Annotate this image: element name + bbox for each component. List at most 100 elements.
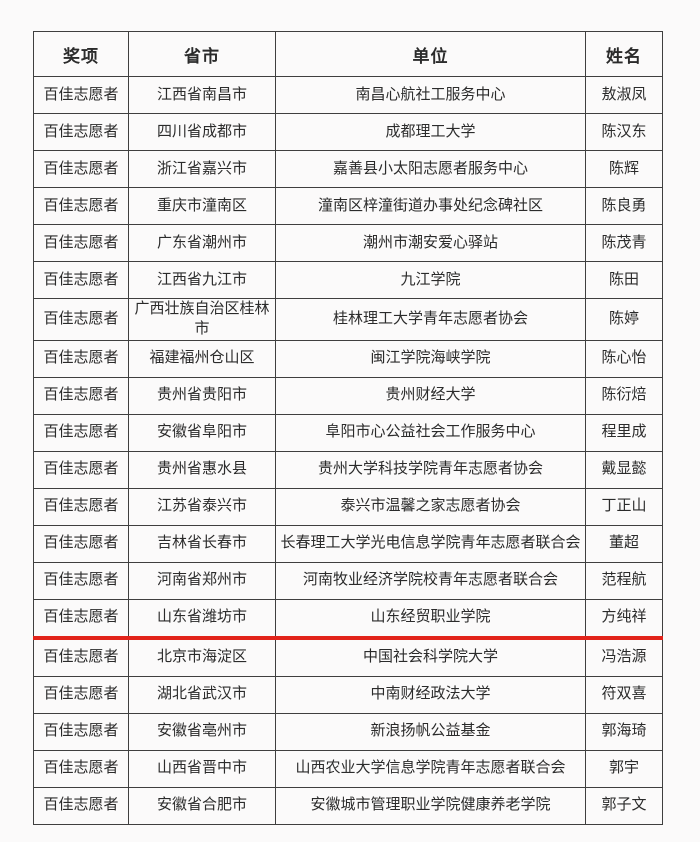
cell-award: 百佳志愿者 <box>33 561 129 600</box>
cell-award: 百佳志愿者 <box>33 76 129 114</box>
cell-name: 冯浩源 <box>585 637 663 677</box>
table-row: 百佳志愿者 山东省潍坊市 山东经贸职业学院 方纯祥 <box>33 598 663 640</box>
cell-region: 山西省晋中市 <box>128 749 276 788</box>
cell-organization: 安徽城市管理职业学院健康养老学院 <box>275 786 586 825</box>
cell-name: 郭子文 <box>585 786 663 825</box>
table-row: 百佳志愿者 广东省潮州市 潮州市潮安爱心驿站 陈茂青 <box>33 224 663 262</box>
cell-region: 福建福州仓山区 <box>128 339 276 378</box>
table-row: 百佳志愿者 安徽省合肥市 安徽城市管理职业学院健康养老学院 郭子文 <box>33 786 663 825</box>
cell-region: 河南省郑州市 <box>128 561 276 600</box>
table-row: 百佳志愿者 广西壮族自治区桂林市 桂林理工大学青年志愿者协会 陈婷 <box>33 298 663 341</box>
cell-name: 陈婷 <box>585 298 663 341</box>
cell-region: 吉林省长春市 <box>128 524 276 563</box>
table-row: 百佳志愿者 江西省九江市 九江学院 陈田 <box>33 261 663 299</box>
cell-name: 陈衍焙 <box>585 376 663 415</box>
table-row: 百佳志愿者 安徽省亳州市 新浪扬帆公益基金 郭海琦 <box>33 712 663 751</box>
cell-region: 四川省成都市 <box>128 113 276 151</box>
cell-organization: 九江学院 <box>275 261 586 299</box>
cell-name: 方纯祥 <box>585 598 663 640</box>
cell-organization: 山西农业大学信息学院青年志愿者联合会 <box>275 749 586 788</box>
cell-organization: 新浪扬帆公益基金 <box>275 712 586 751</box>
cell-award: 百佳志愿者 <box>33 413 129 452</box>
cell-name: 敖淑凤 <box>585 76 663 114</box>
table-row: 百佳志愿者 江西省南昌市 南昌心航社工服务中心 敖淑凤 <box>33 76 663 114</box>
cell-award: 百佳志愿者 <box>33 637 129 677</box>
cell-region: 山东省潍坊市 <box>128 598 276 640</box>
table-row: 百佳志愿者 贵州省贵阳市 贵州财经大学 陈衍焙 <box>33 376 663 415</box>
cell-region: 江苏省泰兴市 <box>128 487 276 526</box>
cell-award: 百佳志愿者 <box>33 487 129 526</box>
cell-organization: 贵州财经大学 <box>275 376 586 415</box>
cell-region: 北京市海淀区 <box>128 637 276 677</box>
cell-region: 贵州省惠水县 <box>128 450 276 489</box>
cell-organization: 中国社会科学院大学 <box>275 637 586 677</box>
cell-region: 广东省潮州市 <box>128 224 276 262</box>
table-row: 百佳志愿者 北京市海淀区 中国社会科学院大学 冯浩源 <box>33 637 663 677</box>
cell-award: 百佳志愿者 <box>33 786 129 825</box>
cell-organization: 潼南区梓潼街道办事处纪念碑社区 <box>275 187 586 225</box>
cell-organization: 成都理工大学 <box>275 113 586 151</box>
cell-name: 郭宇 <box>585 749 663 788</box>
cell-award: 百佳志愿者 <box>33 298 129 341</box>
table-row: 百佳志愿者 福建福州仓山区 闽江学院海峡学院 陈心怡 <box>33 339 663 378</box>
volunteer-awards-table: 奖项 省市 单位 姓名 百佳志愿者 江西省南昌市 南昌心航社工服务中心 敖淑凤 … <box>33 31 663 825</box>
table-body: 百佳志愿者 江西省南昌市 南昌心航社工服务中心 敖淑凤 百佳志愿者 四川省成都市… <box>33 76 663 825</box>
cell-name: 陈汉东 <box>585 113 663 151</box>
cell-region: 贵州省贵阳市 <box>128 376 276 415</box>
cell-name: 陈辉 <box>585 150 663 188</box>
cell-region: 江西省九江市 <box>128 261 276 299</box>
cell-organization: 长春理工大学光电信息学院青年志愿者联合会 <box>275 524 586 563</box>
table-row: 百佳志愿者 湖北省武汉市 中南财经政法大学 符双喜 <box>33 675 663 714</box>
table-row: 百佳志愿者 山西省晋中市 山西农业大学信息学院青年志愿者联合会 郭宇 <box>33 749 663 788</box>
cell-award: 百佳志愿者 <box>33 150 129 188</box>
cell-name: 戴显懿 <box>585 450 663 489</box>
cell-name: 范程航 <box>585 561 663 600</box>
cell-name: 程里成 <box>585 413 663 452</box>
cell-region: 安徽省亳州市 <box>128 712 276 751</box>
cell-organization: 南昌心航社工服务中心 <box>275 76 586 114</box>
cell-region: 湖北省武汉市 <box>128 675 276 714</box>
cell-region: 重庆市潼南区 <box>128 187 276 225</box>
cell-organization: 闽江学院海峡学院 <box>275 339 586 378</box>
cell-award: 百佳志愿者 <box>33 749 129 788</box>
cell-name: 符双喜 <box>585 675 663 714</box>
column-header-organization: 单位 <box>275 31 586 77</box>
cell-award: 百佳志愿者 <box>33 261 129 299</box>
table-row: 百佳志愿者 江苏省泰兴市 泰兴市温馨之家志愿者协会 丁正山 <box>33 487 663 526</box>
table-header: 奖项 省市 单位 姓名 <box>33 31 663 77</box>
cell-organization: 河南牧业经济学院校青年志愿者联合会 <box>275 561 586 600</box>
table-row: 百佳志愿者 河南省郑州市 河南牧业经济学院校青年志愿者联合会 范程航 <box>33 561 663 600</box>
cell-award: 百佳志愿者 <box>33 339 129 378</box>
table-row: 百佳志愿者 浙江省嘉兴市 嘉善县小太阳志愿者服务中心 陈辉 <box>33 150 663 188</box>
cell-region: 安徽省合肥市 <box>128 786 276 825</box>
column-header-name: 姓名 <box>585 31 663 77</box>
cell-organization: 桂林理工大学青年志愿者协会 <box>275 298 586 341</box>
table-row: 百佳志愿者 贵州省惠水县 贵州大学科技学院青年志愿者协会 戴显懿 <box>33 450 663 489</box>
cell-organization: 山东经贸职业学院 <box>275 598 586 640</box>
cell-organization: 泰兴市温馨之家志愿者协会 <box>275 487 586 526</box>
cell-award: 百佳志愿者 <box>33 450 129 489</box>
table-row: 百佳志愿者 安徽省阜阳市 阜阳市心公益社会工作服务中心 程里成 <box>33 413 663 452</box>
cell-award: 百佳志愿者 <box>33 187 129 225</box>
column-header-award: 奖项 <box>33 31 129 77</box>
table-row: 百佳志愿者 四川省成都市 成都理工大学 陈汉东 <box>33 113 663 151</box>
cell-organization: 嘉善县小太阳志愿者服务中心 <box>275 150 586 188</box>
header-row: 奖项 省市 单位 姓名 <box>33 31 663 77</box>
cell-organization: 阜阳市心公益社会工作服务中心 <box>275 413 586 452</box>
table-row: 百佳志愿者 重庆市潼南区 潼南区梓潼街道办事处纪念碑社区 陈良勇 <box>33 187 663 225</box>
cell-name: 陈良勇 <box>585 187 663 225</box>
cell-name: 陈田 <box>585 261 663 299</box>
cell-name: 陈心怡 <box>585 339 663 378</box>
cell-organization: 潮州市潮安爱心驿站 <box>275 224 586 262</box>
cell-region: 江西省南昌市 <box>128 76 276 114</box>
cell-name: 郭海琦 <box>585 712 663 751</box>
cell-award: 百佳志愿者 <box>33 224 129 262</box>
cell-region: 广西壮族自治区桂林市 <box>128 298 276 341</box>
cell-award: 百佳志愿者 <box>33 376 129 415</box>
cell-award: 百佳志愿者 <box>33 524 129 563</box>
cell-name: 董超 <box>585 524 663 563</box>
cell-region: 浙江省嘉兴市 <box>128 150 276 188</box>
cell-name: 陈茂青 <box>585 224 663 262</box>
cell-award: 百佳志愿者 <box>33 113 129 151</box>
